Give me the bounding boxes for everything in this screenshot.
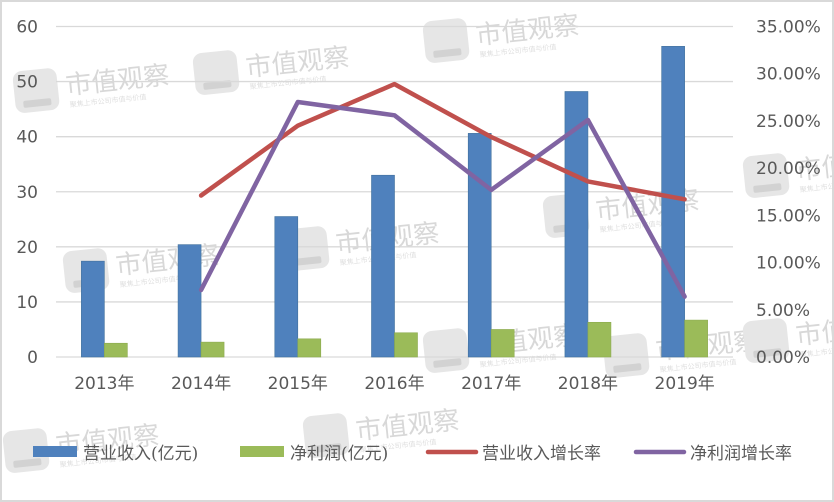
- left-tick-label: 10: [16, 293, 38, 313]
- net-profit-bar: [394, 332, 418, 358]
- left-axis-ticks: 0 10 20 30 40 50 60: [16, 18, 38, 369]
- right-tick-label: 25.00%: [756, 112, 821, 132]
- revenue-bar: [177, 244, 202, 358]
- legend-swatch: [240, 446, 284, 457]
- legend-label: 净利润增长率: [690, 444, 792, 464]
- legend-label: 营业收入增长率: [482, 444, 601, 464]
- right-tick-label: 20.00%: [756, 159, 821, 179]
- legend-item: 营业收入增长率: [425, 444, 601, 464]
- line-series: [198, 81, 687, 299]
- left-tick-label: 40: [16, 128, 38, 148]
- left-tick-label: 50: [16, 73, 38, 93]
- x-tick-label: 2014年: [171, 374, 231, 394]
- watermark-logo-icon: [192, 50, 240, 95]
- right-tick-label: 35.00%: [756, 18, 821, 38]
- watermark-logo-icon: [422, 18, 470, 63]
- x-tick-label: 2015年: [268, 374, 328, 394]
- bar-series: [81, 46, 708, 358]
- x-axis-ticks: 2013年 2014年 2015年 2016年 2017年 2018年 2019年: [74, 374, 715, 394]
- net-profit-bar: [104, 342, 128, 358]
- net-profit-bar: [297, 338, 322, 358]
- legend-item: 净利润(亿元): [240, 444, 388, 464]
- watermark-layer: 市值观察聚焦上市公司市值与价值市值观察聚焦上市公司市值与价值市值观察聚焦上市公司…: [2, 11, 832, 473]
- legend-label: 净利润(亿元): [290, 444, 388, 464]
- right-tick-label: 15.00%: [756, 206, 821, 226]
- x-tick-label: 2018年: [558, 374, 618, 394]
- left-tick-label: 20: [16, 238, 38, 258]
- right-axis-ticks: 0.00% 5.00% 10.00% 15.00% 20.00% 25.00% 30.00%…: [756, 18, 821, 369]
- legend: 营业收入(亿元) 净利润(亿元) 营业收入增长率 净利润增长率: [33, 444, 792, 464]
- revenue-bar: [661, 46, 685, 358]
- watermark-logo-icon: [422, 328, 470, 373]
- x-tick-label: 2013年: [74, 374, 134, 394]
- x-tick-label: 2016年: [364, 374, 424, 394]
- x-tick-label: 2017年: [461, 374, 521, 394]
- net-profit-growth-line: [198, 99, 687, 299]
- left-tick-label: 30: [16, 183, 38, 203]
- net-profit-bar: [490, 329, 515, 358]
- net-profit-bar: [684, 319, 708, 358]
- right-tick-label: 5.00%: [756, 301, 810, 321]
- left-tick-label: 60: [16, 18, 38, 38]
- right-tick-label: 10.00%: [756, 254, 821, 274]
- right-tick-label: 0.00%: [756, 348, 810, 368]
- legend-swatch: [33, 446, 77, 457]
- right-tick-label: 30.00%: [756, 65, 821, 85]
- legend-item: 净利润增长率: [633, 444, 792, 464]
- net-profit-bar: [587, 321, 612, 358]
- revenue-bar: [467, 133, 492, 358]
- revenue-bar: [564, 91, 589, 358]
- revenue-growth-line: [198, 81, 687, 202]
- revenue-bar: [274, 216, 299, 358]
- revenue-bar: [81, 260, 105, 358]
- net-profit-bar: [200, 341, 225, 358]
- legend-label: 营业收入(亿元): [83, 444, 198, 464]
- x-tick-label: 2019年: [655, 374, 715, 394]
- revenue-bar: [371, 174, 395, 358]
- left-tick-label: 0: [27, 348, 38, 368]
- legend-item: 营业收入(亿元): [33, 444, 198, 464]
